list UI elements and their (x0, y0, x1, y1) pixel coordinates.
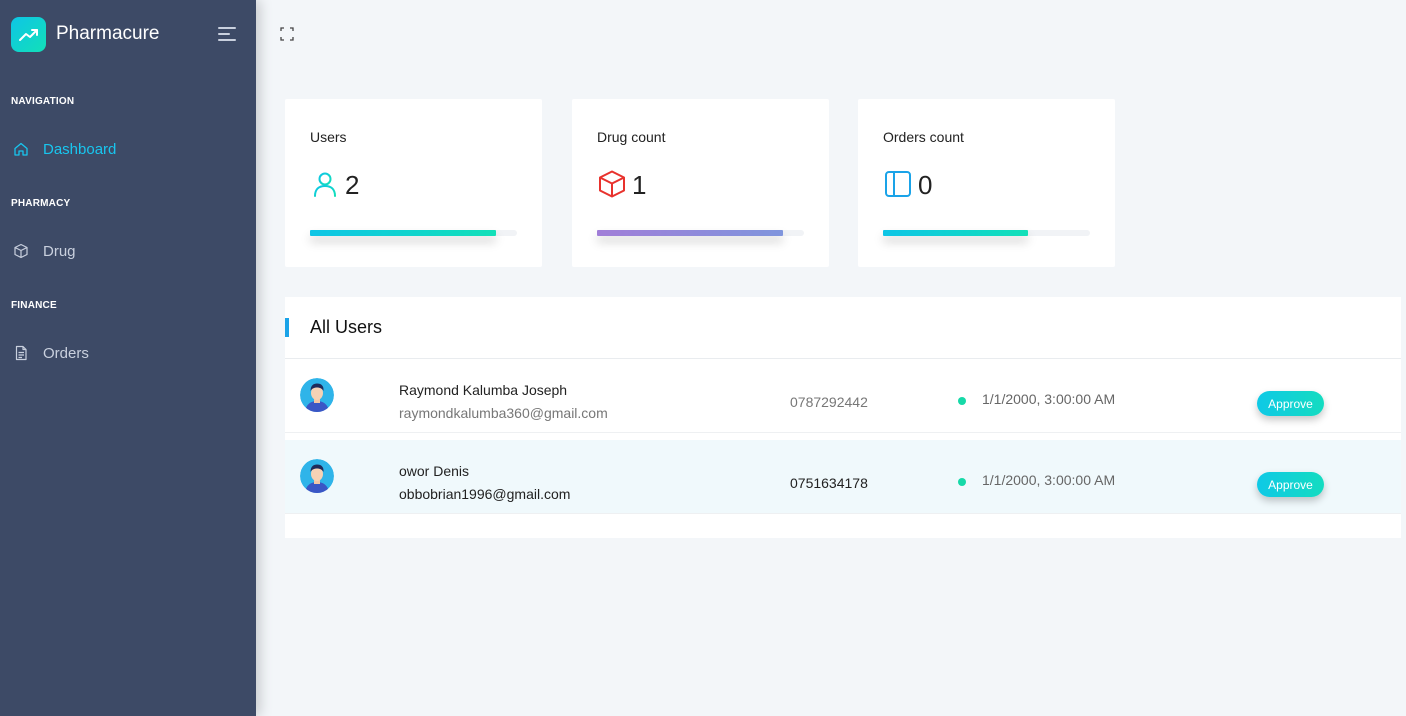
cube-icon (597, 169, 627, 199)
sidebar: Pharmacure NAVIGATION Dashboard PHARMACY… (0, 0, 256, 716)
panel-header: All Users (285, 297, 1401, 359)
progress-fill (310, 230, 497, 236)
section-title-finance: FINANCE (11, 300, 57, 311)
card-label: Drug count (597, 129, 666, 145)
card-value: 0 (918, 170, 933, 200)
user-date: 1/1/2000, 3:00:00 AM (982, 472, 1116, 488)
home-icon (11, 139, 31, 159)
trending-up-icon (11, 17, 46, 52)
brand[interactable]: Pharmacure (11, 17, 246, 52)
progress-track (597, 230, 804, 236)
menu-toggle-icon[interactable] (218, 27, 236, 41)
user-date: 1/1/2000, 3:00:00 AM (982, 391, 1116, 407)
table-row[interactable]: owor Denis obbobrian1996@gmail.com 07516… (285, 440, 1401, 514)
table-row[interactable]: Raymond Kalumba Joseph raymondkalumba360… (285, 359, 1401, 433)
card-label: Users (310, 129, 347, 145)
user-email: raymondkalumba360@gmail.com (399, 405, 608, 421)
approve-button[interactable]: Approve (1257, 472, 1324, 497)
sidebar-item-label: Orders (43, 344, 89, 362)
progress-fill (883, 230, 1028, 236)
status-dot (958, 478, 966, 486)
user-phone: 0787292442 (790, 394, 868, 410)
user-email: obbobrian1996@gmail.com (399, 486, 571, 502)
progress-fill (597, 230, 784, 236)
card-value: 2 (345, 170, 360, 200)
document-icon (11, 343, 31, 363)
progress-track (883, 230, 1090, 236)
sidebar-item-drug[interactable]: Drug (11, 238, 241, 264)
approve-button[interactable]: Approve (1257, 391, 1324, 416)
card-label: Orders count (883, 129, 964, 145)
sidebar-item-label: Dashboard (43, 140, 117, 158)
user-name: Raymond Kalumba Joseph (399, 382, 568, 398)
user-name: owor Denis (399, 463, 470, 479)
avatar (300, 459, 334, 493)
progress-track (310, 230, 517, 236)
user-phone: 0751634178 (790, 475, 868, 491)
sidebar-item-dashboard[interactable]: Dashboard (11, 136, 241, 162)
orders-count-card: Orders count 0 (858, 99, 1115, 267)
avatar (300, 378, 334, 412)
status-dot (958, 397, 966, 405)
sidebar-item-label: Drug (43, 242, 76, 260)
columns-icon (883, 169, 913, 199)
panel-title: All Users (310, 317, 383, 337)
section-title-pharmacy: PHARMACY (11, 198, 71, 209)
card-value: 1 (632, 170, 647, 200)
section-title-navigation: NAVIGATION (11, 96, 75, 107)
box-icon (11, 241, 31, 261)
drug-count-card: Drug count 1 (572, 99, 829, 267)
panel-accent (285, 318, 289, 337)
all-users-panel: All Users Raymond Kalumba Joseph raymond… (285, 297, 1401, 538)
users-card: Users 2 (285, 99, 542, 267)
sidebar-item-orders[interactable]: Orders (11, 340, 241, 366)
app-name: Pharmacure (56, 23, 160, 44)
user-icon (310, 169, 340, 199)
fullscreen-icon[interactable] (280, 27, 294, 41)
